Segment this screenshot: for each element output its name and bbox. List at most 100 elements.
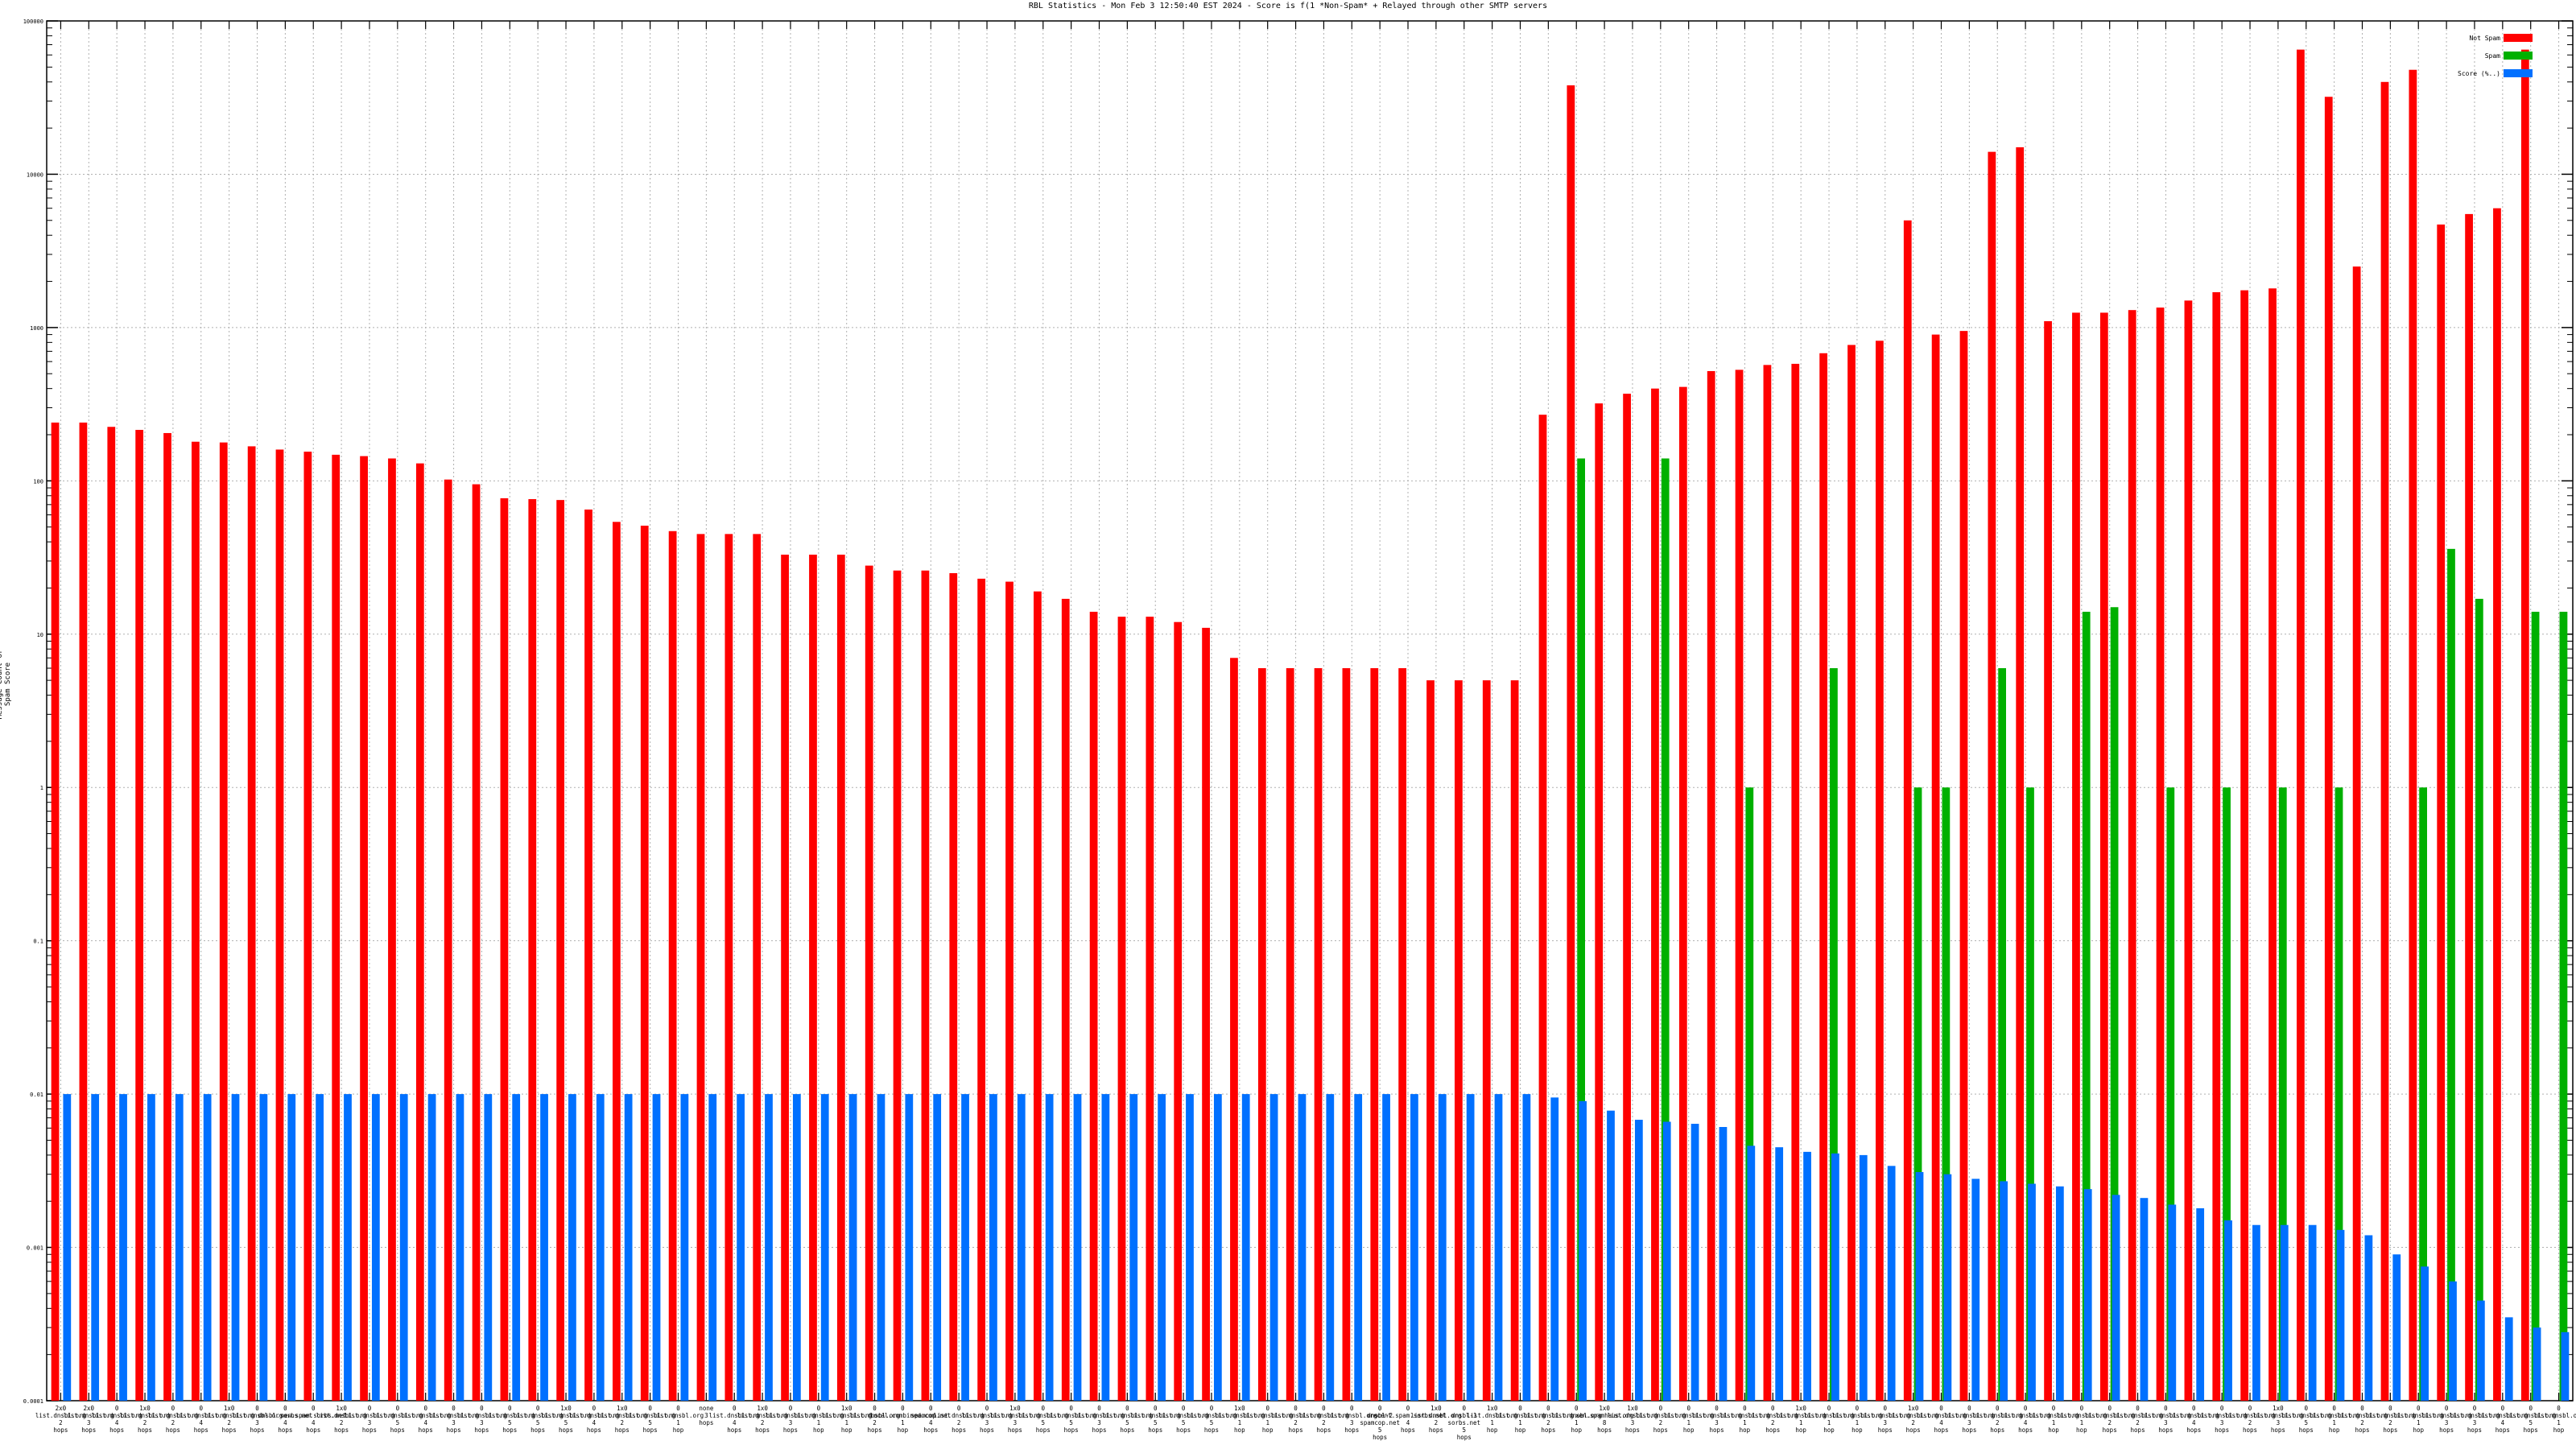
bar-score xyxy=(175,1094,184,1401)
bar-score xyxy=(1719,1126,1728,1401)
x-tick-label: 0 list.dnsbl.org 3 hops xyxy=(1944,1405,1995,1434)
x-tick-label: 0 list.dnsbl.org 2 hops xyxy=(2084,1405,2135,1434)
x-tick-label: 1x0 list.dnsbl.org 1 hop xyxy=(821,1405,872,1434)
x-tick-label: 0 list.dnsbl.org 3 hops xyxy=(428,1405,479,1434)
bar-not-spam xyxy=(2352,266,2361,1402)
bar-score xyxy=(1466,1094,1475,1401)
x-tick-label: 0 spamcop.net 4 hops xyxy=(910,1405,951,1434)
bar-spam xyxy=(2223,787,2231,1401)
x-tick-label: 0 list.dnsbl.org 5 hops xyxy=(1130,1405,1181,1434)
x-tick-label: 0 list.dnsbl.org 2 hops xyxy=(1635,1405,1686,1434)
x-tick-label: 0 list.dnsbl.org 2 hops xyxy=(849,1405,900,1434)
x-tick-label: 0 list.dnsbl.org 4 hops xyxy=(92,1405,142,1434)
bar-spam xyxy=(2531,611,2540,1401)
bar-not-spam xyxy=(1707,370,1715,1401)
bar-not-spam xyxy=(977,578,986,1401)
bar-not-spam xyxy=(1455,680,1463,1401)
bar-score xyxy=(1186,1094,1194,1401)
x-tick-label: 0 new.spam.sorbs.net 4 hops xyxy=(281,1405,346,1434)
bar-not-spam xyxy=(332,454,341,1401)
x-tick-label: 0 list.dnsbl.org 4 hops xyxy=(2169,1405,2219,1434)
x-tick-label: 0 recent.spam.sorbs.net 4 hops xyxy=(1370,1405,1447,1434)
bar-not-spam xyxy=(584,509,592,1402)
bar-not-spam xyxy=(696,534,705,1401)
bar-not-spam xyxy=(1876,341,1884,1402)
bar-not-spam xyxy=(1089,611,1098,1401)
x-tick-label: 0 list.dnsbl.org 3 hops xyxy=(765,1405,815,1434)
bar-score xyxy=(1438,1094,1447,1401)
bar-score xyxy=(1550,1097,1559,1401)
bar-score xyxy=(1494,1094,1503,1401)
bar-score xyxy=(1410,1094,1418,1401)
bar-not-spam xyxy=(303,452,312,1401)
bar-not-spam xyxy=(613,522,621,1401)
x-tick-label: 0 list.dnsbl.org 2 hops xyxy=(1972,1405,2023,1434)
x-tick-label: 1x0 xen.spamhaus.org 8 hops xyxy=(1575,1405,1633,1434)
bar-score xyxy=(371,1094,380,1401)
x-tick-label: 0 list.dnsbl.org 5 hops xyxy=(1046,1405,1096,1434)
bar-not-spam xyxy=(2297,49,2305,1401)
x-tick-label: 0 list.dnsbl.org 2 hops xyxy=(1298,1405,1349,1434)
bar-not-spam xyxy=(865,565,873,1401)
y-tick-label: 10 xyxy=(37,632,43,638)
x-tick-label: 0 list.dnsbl.org 5 hops xyxy=(485,1405,535,1434)
bar-score xyxy=(456,1094,464,1401)
x-tick-label: 0 list.dnsbl.org 4 hops xyxy=(568,1405,619,1434)
bar-score xyxy=(1326,1094,1335,1401)
bar-score xyxy=(624,1094,633,1401)
x-tick-label: 0 list.dnsbl.org 5 hops xyxy=(1158,1405,1208,1434)
bar-spam xyxy=(1913,787,1922,1401)
x-tick-label: 0 list.dnsbl.org 2 hops xyxy=(1748,1405,1798,1434)
bar-score xyxy=(652,1094,661,1401)
bar-score xyxy=(848,1094,857,1401)
bar-score xyxy=(2561,1331,2570,1401)
y-tick-label: 100 xyxy=(33,478,43,485)
bar-score xyxy=(2112,1195,2120,1401)
bar-not-spam xyxy=(1230,658,1238,1401)
x-tick-label: 0 list.dnsbl.org 3 hops xyxy=(2197,1405,2248,1434)
bar-score xyxy=(1803,1151,1811,1401)
bar-score xyxy=(1045,1094,1054,1401)
bar-score xyxy=(1690,1124,1699,1401)
x-tick-label: 0 list.dnsbl.org 3 hops xyxy=(1074,1405,1125,1434)
x-tick-label: 0 list.dnsbl.org 3 hops xyxy=(1327,1405,1377,1434)
bar-score xyxy=(231,1094,240,1401)
bar-score xyxy=(1073,1094,1082,1401)
x-tick-label: 1x0 list.dnsbl.org 3 hops xyxy=(1607,1405,1657,1434)
bar-not-spam xyxy=(2240,290,2249,1401)
bar-not-spam xyxy=(753,534,762,1401)
bar-not-spam xyxy=(1791,363,1800,1401)
x-tick-label: 0 list.dnsbl.org 4 hops xyxy=(2477,1405,2528,1434)
bar-score xyxy=(1522,1094,1531,1401)
bar-score xyxy=(1101,1094,1110,1401)
x-tick-label: 0 list.dnsbl.org 4 hops xyxy=(175,1405,226,1434)
bar-score xyxy=(1579,1100,1587,1401)
bar-score xyxy=(1915,1171,1924,1401)
x-tick-label: 2x0 list.dnsbl.org 2 hops xyxy=(35,1405,86,1434)
bar-not-spam xyxy=(1567,85,1575,1402)
bar-score xyxy=(512,1094,521,1401)
bar-not-spam xyxy=(2324,97,2333,1401)
bar-spam xyxy=(2278,787,2287,1401)
bar-not-spam xyxy=(1257,668,1266,1401)
legend-swatch xyxy=(2504,69,2533,77)
y-tick-label: 0.1 xyxy=(33,939,43,945)
x-tick-label: 0 list.dnsbl.org 2 hops xyxy=(2365,1405,2416,1434)
chart-title: RBL Statistics - Mon Feb 3 12:50:40 EST … xyxy=(1028,2,1548,10)
bar-not-spam xyxy=(1678,386,1687,1401)
bar-not-spam xyxy=(1595,403,1604,1401)
bar-spam xyxy=(1745,787,1754,1401)
x-tick-label: 0 list.dnsbl.org 3 hops xyxy=(1860,1405,1910,1434)
bar-score xyxy=(1241,1094,1250,1401)
bar-score xyxy=(1943,1174,1952,1401)
bar-score xyxy=(1859,1154,1868,1401)
y-tick-label: 0.001 xyxy=(27,1245,43,1252)
y-tick-label: 0.0001 xyxy=(23,1398,43,1405)
bar-score xyxy=(344,1094,352,1401)
bar-not-spam xyxy=(1034,591,1042,1401)
bar-not-spam xyxy=(1510,680,1519,1401)
bar-spam xyxy=(1942,787,1951,1401)
